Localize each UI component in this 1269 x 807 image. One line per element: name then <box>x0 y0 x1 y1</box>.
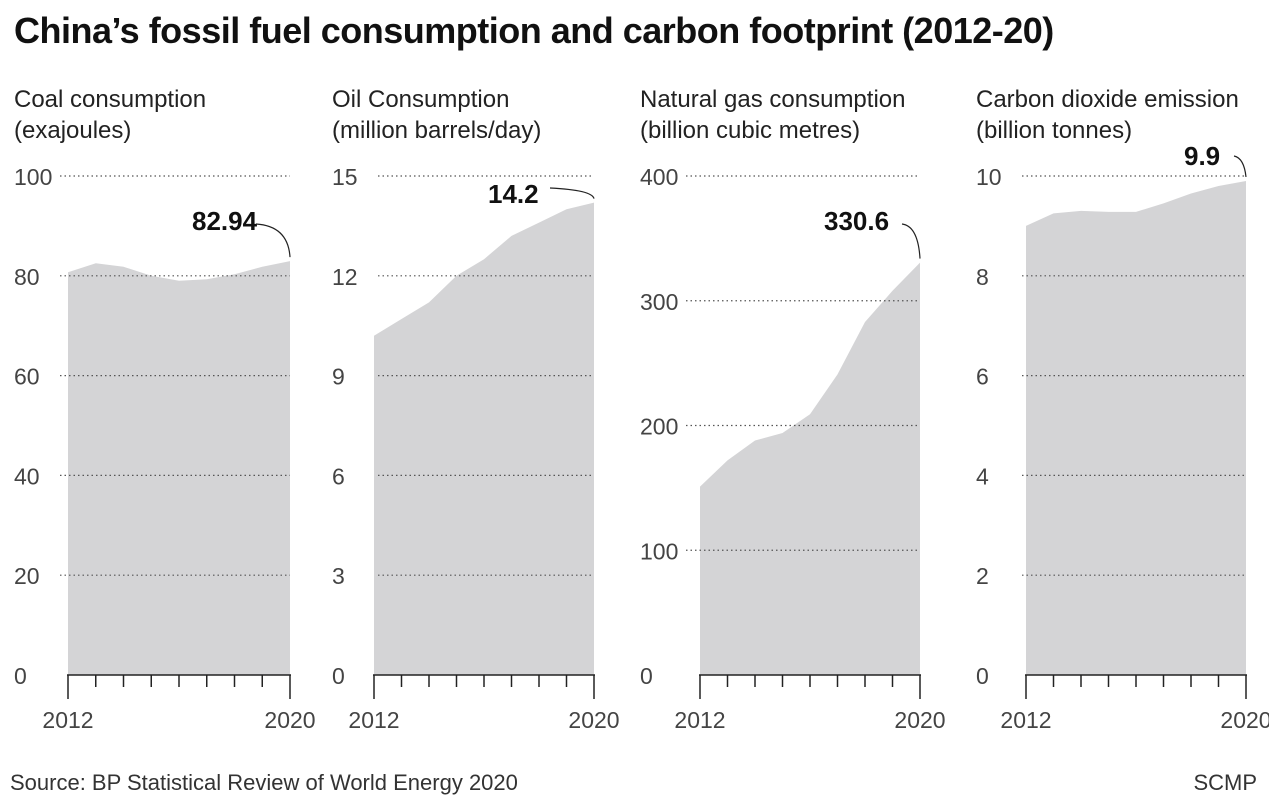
coal-ytick-label: 80 <box>14 264 40 290</box>
source-note: Source: BP Statistical Review of World E… <box>10 770 518 795</box>
gas-label: Natural gas consumption (billion cubic m… <box>640 84 905 146</box>
oil-ytick-label: 0 <box>332 663 345 689</box>
oil-xtick-label-end: 2020 <box>568 707 619 733</box>
gas-xtick-label-start: 2012 <box>674 707 725 733</box>
co2-annotation-leader <box>1233 155 1247 178</box>
oil-chart: 0 3 6 9 12 15 2012 2020 14.2 <box>332 164 620 733</box>
oil-ytick-label: 9 <box>332 364 345 390</box>
credit-note: SCMP <box>1193 770 1257 795</box>
coal-ytick-label: 20 <box>14 563 40 589</box>
coal-annotation-leader <box>255 223 291 258</box>
coal-ytick-label: 0 <box>14 663 27 689</box>
coal-panel: Coal consumption (exajoules) 0 20 40 60 80 10… <box>14 84 316 744</box>
oil-ytick-label: 15 <box>332 164 358 190</box>
oil-label-unit: (million barrels/day) <box>332 117 542 144</box>
co2-ytick-label: 8 <box>976 264 989 290</box>
co2-label-title: Carbon dioxide emission <box>976 86 1239 113</box>
co2-ytick-label: 0 <box>976 663 989 689</box>
oil-panel: Oil Consumption (million barrels/day) 0 3… <box>332 84 632 744</box>
gas-ytick-label: 0 <box>640 663 653 689</box>
coal-ytick-label: 40 <box>14 463 40 489</box>
coal-ytick-label: 100 <box>14 164 52 190</box>
gas-ytick-label: 200 <box>640 414 678 440</box>
gas-ytick-label: 100 <box>640 538 678 564</box>
coal-label-unit: (exajoules) <box>14 117 132 144</box>
gas-xtick-label-end: 2020 <box>894 707 945 733</box>
oil-label-title: Oil Consumption <box>332 86 510 113</box>
coal-value-annotation: 82.94 <box>192 206 258 236</box>
coal-ytick-label: 60 <box>14 364 40 390</box>
co2-xtick-label-end: 2020 <box>1220 707 1269 733</box>
co2-area <box>1026 181 1246 675</box>
chart-title: China’s fossil fuel consumption and carb… <box>14 10 1054 51</box>
co2-xtick-label-start: 2012 <box>1000 707 1051 733</box>
co2-label-unit: (billion tonnes) <box>976 117 1133 144</box>
coal-label-title: Coal consumption <box>14 86 207 113</box>
oil-ytick-label: 12 <box>332 264 358 290</box>
oil-label: Oil Consumption (million barrels/day) <box>332 84 541 146</box>
gas-label-title: Natural gas consumption <box>640 86 906 113</box>
gas-ytick-label: 300 <box>640 289 678 315</box>
co2-chart: 0 2 4 6 8 10 2012 2020 9.9 <box>976 141 1269 733</box>
gas-chart: 0 100 200 300 400 2012 2020 330.6 <box>640 164 946 733</box>
oil-xtick-label-start: 2012 <box>348 707 399 733</box>
co2-value-annotation: 9.9 <box>1184 141 1220 171</box>
coal-chart: 0 20 40 60 80 100 2012 2020 82.94 <box>14 164 316 733</box>
gas-annotation-leader <box>901 223 921 259</box>
coal-xtick-label-end: 2020 <box>264 707 315 733</box>
gas-area <box>700 262 920 675</box>
oil-ytick-label: 3 <box>332 563 345 589</box>
co2-ytick-label: 6 <box>976 364 989 390</box>
coal-xtick-label-start: 2012 <box>42 707 93 733</box>
co2-panel: Carbon dioxide emission (billion tonnes)… <box>976 84 1269 744</box>
co2-label: Carbon dioxide emission (billion tonnes) <box>976 84 1239 146</box>
gas-ytick-label: 400 <box>640 164 678 190</box>
oil-ytick-label: 6 <box>332 463 345 489</box>
oil-area <box>374 202 594 675</box>
oil-value-annotation: 14.2 <box>488 179 539 209</box>
coal-label: Coal consumption (exajoules) <box>14 84 206 146</box>
co2-ytick-label: 4 <box>976 463 989 489</box>
gas-value-annotation: 330.6 <box>824 206 889 236</box>
coal-area <box>68 261 290 675</box>
co2-ytick-label: 10 <box>976 164 1002 190</box>
oil-annotation-leader <box>549 187 595 199</box>
gas-label-unit: (billion cubic metres) <box>640 117 861 144</box>
co2-ytick-label: 2 <box>976 563 989 589</box>
gas-panel: Natural gas consumption (billion cubic m… <box>640 84 946 744</box>
